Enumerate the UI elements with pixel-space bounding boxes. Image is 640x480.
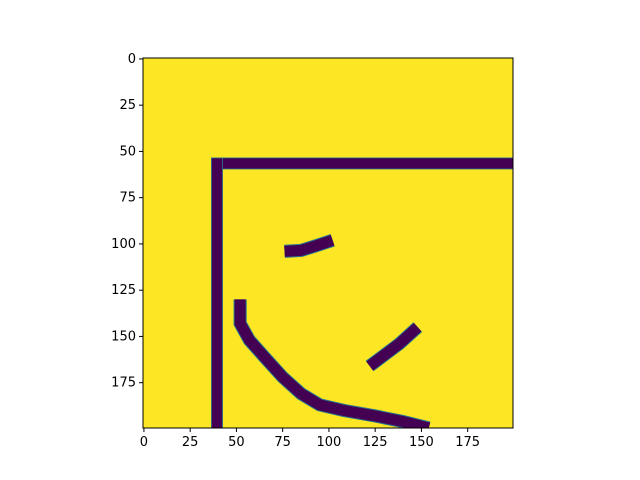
plot-area [142,57,514,429]
x-tick-label-100: 100 [317,435,342,450]
heatmap-features [211,157,513,428]
x-tick-label-25: 25 [182,435,199,450]
y-tick-label-125: 125 [111,283,136,298]
lower-curved-stroke-core [234,299,431,428]
top-border-bar [211,157,513,170]
y-tick-label-175: 175 [111,376,136,391]
y-tick-label-0: 0 [128,52,136,67]
x-tick-label-125: 125 [363,435,388,450]
y-tick-label-150: 150 [111,329,136,344]
y-tick-label-25: 25 [119,98,136,113]
upper-short-stroke-core [284,234,335,257]
y-tick-label-50: 50 [119,144,136,159]
lower-curved-stroke [233,299,431,428]
upper-short-stroke [284,234,335,258]
x-tick-label-150: 150 [409,435,434,450]
x-axis: 0 25 50 75 100 125 150 175 [140,428,480,450]
left-border-bar [211,157,223,428]
x-tick-label-0: 0 [140,435,148,450]
right-diagonal-stroke [365,322,423,372]
y-tick-label-100: 100 [111,237,136,252]
y-axis: 0 25 50 75 100 125 150 175 [111,52,143,391]
x-tick-label-75: 75 [274,435,291,450]
x-tick-label-175: 175 [455,435,480,450]
plot-frame [142,57,514,429]
y-tick-label-75: 75 [119,191,136,206]
right-diagonal-stroke-core [366,323,422,371]
x-tick-label-50: 50 [228,435,245,450]
